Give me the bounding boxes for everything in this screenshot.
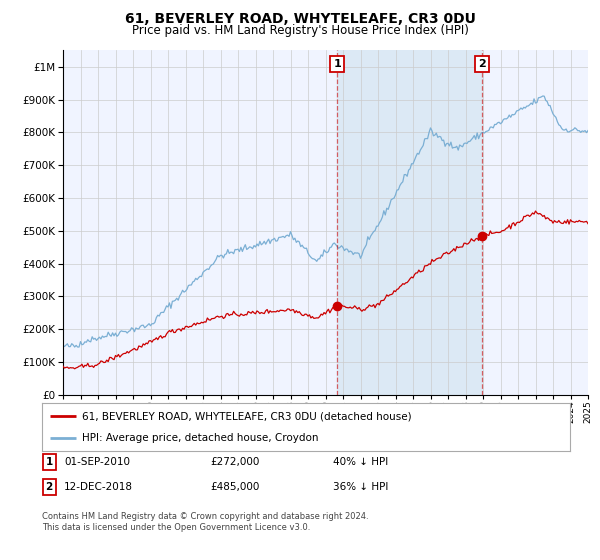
Text: HPI: Average price, detached house, Croydon: HPI: Average price, detached house, Croy… (82, 433, 318, 443)
Text: Contains HM Land Registry data © Crown copyright and database right 2024.
This d: Contains HM Land Registry data © Crown c… (42, 512, 368, 532)
Text: 1: 1 (333, 59, 341, 69)
Text: 1: 1 (46, 457, 53, 467)
Text: Price paid vs. HM Land Registry's House Price Index (HPI): Price paid vs. HM Land Registry's House … (131, 24, 469, 36)
Text: 2: 2 (46, 482, 53, 492)
Text: 01-SEP-2010: 01-SEP-2010 (64, 457, 130, 467)
Text: £272,000: £272,000 (210, 457, 259, 467)
Bar (337, 50, 482, 395)
Text: £485,000: £485,000 (210, 482, 259, 492)
Text: 40% ↓ HPI: 40% ↓ HPI (333, 457, 388, 467)
Text: 12-DEC-2018: 12-DEC-2018 (64, 482, 133, 492)
Text: 36% ↓ HPI: 36% ↓ HPI (333, 482, 388, 492)
Text: 61, BEVERLEY ROAD, WHYTELEAFE, CR3 0DU: 61, BEVERLEY ROAD, WHYTELEAFE, CR3 0DU (125, 12, 475, 26)
Text: 2: 2 (478, 59, 486, 69)
Text: 61, BEVERLEY ROAD, WHYTELEAFE, CR3 0DU (detached house): 61, BEVERLEY ROAD, WHYTELEAFE, CR3 0DU (… (82, 411, 411, 421)
